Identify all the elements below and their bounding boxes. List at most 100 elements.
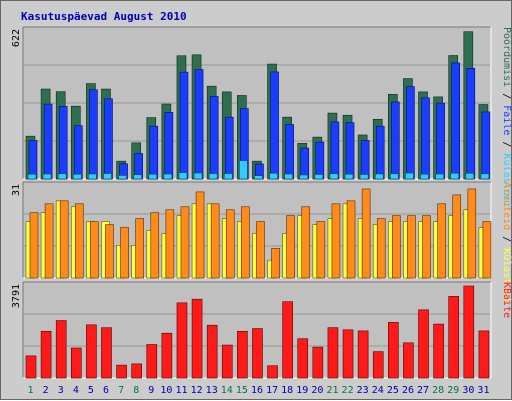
x-tick-label-day-27: 27: [417, 385, 429, 396]
bar-kbytes-day-11: [176, 302, 188, 379]
bar-hits-day-14: [225, 209, 235, 279]
bar-visits-day-8: [133, 174, 142, 180]
middle-panel-y-max-label: 31: [11, 184, 22, 196]
x-tick-label-day-8: 8: [133, 385, 139, 396]
x-tick-label-day-22: 22: [342, 385, 354, 396]
bar-files-day-27: [421, 97, 430, 180]
bar-visits-day-26: [405, 172, 414, 180]
x-tick-label-day-12: 12: [191, 385, 203, 396]
x-tick-label-day-3: 3: [58, 385, 64, 396]
x-tick-label-day-30: 30: [462, 385, 474, 396]
bar-kbytes-day-21: [327, 327, 339, 379]
bar-hits-day-26: [407, 215, 416, 279]
bar-hits-day-7: [120, 227, 129, 279]
bar-files-day-6: [104, 98, 113, 180]
x-tick-label-day-25: 25: [387, 385, 399, 396]
x-tick-label-day-16: 16: [251, 385, 263, 396]
bar-kbytes-day-27: [418, 309, 429, 379]
x-tick-label-day-1: 1: [28, 385, 34, 396]
bar-hits-day-15: [241, 206, 250, 279]
legend-entry-arvuteid: Arvuteid: [501, 182, 512, 230]
bar-visits-day-28: [435, 173, 444, 180]
bar-files-day-2: [43, 103, 53, 180]
bar-files-day-11: [179, 71, 189, 180]
bar-files-day-31: [481, 111, 491, 180]
bar-visits-day-10: [163, 173, 173, 180]
bar-kbytes-day-5: [86, 324, 97, 379]
bar-kbytes-day-2: [40, 330, 52, 379]
bar-files-day-1: [28, 140, 38, 180]
bar-kbytes-day-4: [70, 347, 82, 379]
bar-kbytes-day-8: [131, 363, 142, 379]
bar-kbytes-day-19: [297, 338, 309, 379]
bar-visits-day-22: [344, 173, 354, 180]
bar-kbytes-day-26: [403, 342, 414, 379]
x-tick-label-day-23: 23: [357, 385, 369, 396]
x-tick-label-day-6: 6: [103, 385, 109, 396]
bar-files-day-13: [209, 96, 219, 180]
bar-kbytes-day-16: [252, 328, 263, 379]
bar-visits-day-3: [57, 173, 67, 180]
bar-hits-day-31: [482, 221, 492, 279]
x-tick-label-day-31: 31: [477, 385, 489, 396]
bar-visits-day-4: [72, 173, 82, 180]
bar-hits-day-13: [210, 203, 220, 279]
x-tick-label-day-20: 20: [311, 385, 323, 396]
bar-files-day-22: [345, 122, 355, 180]
bar-kbytes-day-12: [191, 298, 203, 379]
x-tick-label-day-17: 17: [266, 385, 278, 396]
top-panel-y-max-label: 622: [11, 29, 22, 47]
bar-hits-day-12: [195, 191, 205, 279]
legend-separator: /: [501, 87, 512, 105]
bar-files-day-29: [451, 62, 461, 180]
bar-kbytes-day-6: [101, 327, 112, 379]
x-tick-label-day-21: 21: [326, 385, 338, 396]
bar-hits-day-5: [90, 221, 99, 279]
bar-visits-day-1: [27, 173, 37, 180]
bar-hits-day-17: [271, 248, 280, 279]
bar-files-day-4: [73, 125, 83, 180]
bar-hits-day-16: [256, 221, 265, 279]
bar-kbytes-day-28: [433, 323, 444, 379]
x-tick-label-day-10: 10: [160, 385, 172, 396]
bar-kbytes-day-18: [282, 301, 293, 379]
bar-kbytes-day-7: [116, 364, 127, 379]
bar-files-day-19: [300, 147, 310, 180]
bar-visits-day-18: [284, 173, 293, 180]
bar-files-day-18: [285, 124, 294, 180]
bar-kbytes-day-14: [221, 344, 233, 379]
bar-visits-day-16: [254, 175, 263, 180]
bar-files-day-21: [330, 121, 340, 180]
bar-hits-day-18: [286, 215, 295, 279]
x-tick-label-day-5: 5: [88, 385, 94, 396]
bar-hits-day-10: [165, 209, 175, 279]
bar-hits-day-2: [44, 203, 54, 279]
legend-entry-külastusi: Külastusi: [501, 153, 512, 207]
bar-kbytes-day-29: [448, 296, 460, 379]
bar-hits-day-23: [361, 188, 371, 279]
bar-kbytes-day-31: [478, 330, 490, 379]
bar-files-day-24: [375, 125, 385, 180]
bar-kbytes-day-1: [25, 355, 37, 379]
x-tick-label-day-24: 24: [372, 385, 384, 396]
x-tick-label-day-13: 13: [206, 385, 218, 396]
bar-visits-day-31: [480, 173, 490, 180]
bar-visits-day-12: [193, 172, 203, 180]
x-tick-label-day-11: 11: [175, 385, 187, 396]
bar-files-day-17: [270, 71, 279, 180]
bar-files-day-10: [164, 112, 174, 180]
x-tick-label-day-29: 29: [447, 385, 459, 396]
bar-visits-day-13: [208, 173, 218, 180]
bar-kbytes-day-30: [463, 285, 475, 379]
x-tick-label-day-15: 15: [236, 385, 248, 396]
legend-separator: /: [501, 230, 512, 248]
bar-files-day-23: [360, 140, 370, 180]
bar-kbytes-day-22: [342, 329, 354, 379]
bar-hits-day-21: [331, 203, 341, 279]
bar-files-day-25: [391, 101, 400, 180]
bar-visits-day-24: [374, 173, 384, 180]
bar-kbytes-day-25: [388, 322, 399, 379]
bar-kbytes-day-9: [146, 344, 158, 379]
bar-visits-day-23: [359, 174, 369, 180]
